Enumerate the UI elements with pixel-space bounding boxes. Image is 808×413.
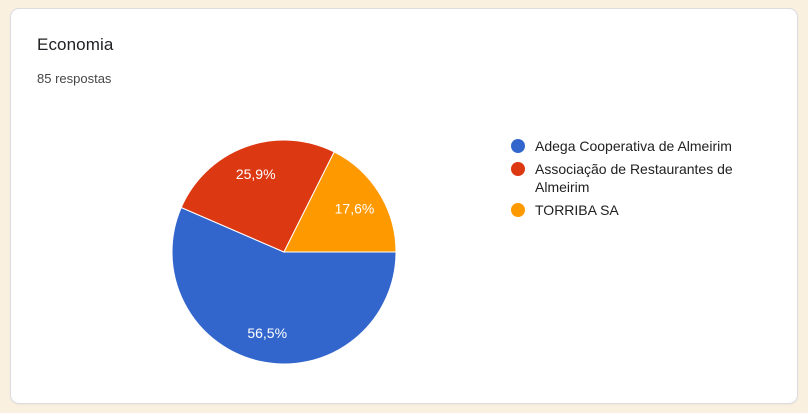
question-summary-card: Economia 85 respostas 56,5% 25,9% 17,6% Ad… xyxy=(10,8,798,404)
pie-slice-label: 17,6% xyxy=(335,201,375,217)
legend-label: Adega Cooperativa de Almeirim xyxy=(535,138,732,154)
legend-dot-icon xyxy=(511,162,525,176)
legend-dot-icon xyxy=(511,139,525,153)
pie-slice-2[interactable] xyxy=(180,139,335,253)
pie-slice-label: 56,5% xyxy=(247,325,287,341)
pie-slice-3[interactable] xyxy=(283,151,397,253)
legend-item-1: Adega Cooperativa de Almeirim xyxy=(511,137,767,155)
chart-legend: Adega Cooperativa de Almeirim Associação … xyxy=(511,137,767,224)
question-title: Economia xyxy=(37,35,114,54)
legend-item-3: TORRIBA SA xyxy=(511,201,767,219)
pie-slice-label: 25,9% xyxy=(236,166,276,182)
response-count: 85 respostas xyxy=(37,71,112,86)
legend-dot-icon xyxy=(511,203,525,217)
pie-chart: 56,5% 25,9% 17,6% xyxy=(171,139,397,365)
legend-label: Associação de Restaurantes de Almeirim xyxy=(535,161,733,195)
pie-slice-1[interactable] xyxy=(171,206,397,365)
legend-label: TORRIBA SA xyxy=(535,202,619,218)
legend-item-2: Associação de Restaurantes de Almeirim xyxy=(511,160,767,196)
